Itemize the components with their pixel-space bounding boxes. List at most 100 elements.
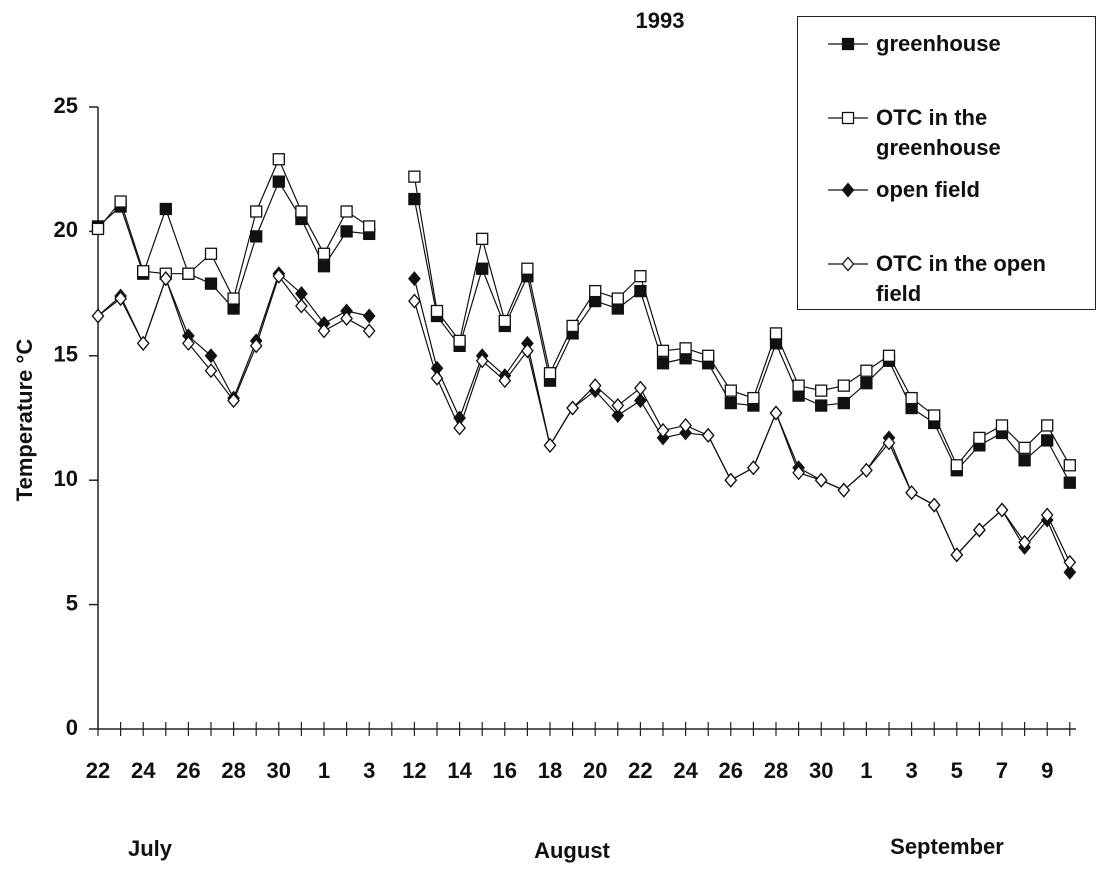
marker — [204, 363, 218, 379]
marker — [995, 502, 1009, 518]
marker — [114, 195, 127, 208]
x-tick-label: 28 — [221, 758, 245, 783]
marker — [1063, 554, 1077, 570]
marker — [295, 205, 308, 218]
marker — [882, 435, 896, 451]
marker — [521, 343, 534, 359]
marker — [91, 222, 105, 236]
marker — [656, 422, 670, 438]
y-tick-label: 15 — [54, 342, 78, 367]
x-tick-label: 5 — [951, 758, 963, 783]
marker — [476, 232, 489, 246]
x-tick-label: 16 — [493, 758, 517, 783]
marker — [317, 247, 331, 260]
legend-swatch — [828, 111, 868, 125]
x-tick-label: 24 — [673, 758, 698, 783]
marker — [521, 262, 534, 275]
marker — [769, 327, 783, 340]
legend-label: open field — [876, 177, 980, 202]
month-label: August — [534, 838, 610, 863]
marker — [249, 338, 263, 354]
marker — [860, 462, 873, 478]
marker — [250, 230, 263, 243]
legend-swatch — [828, 256, 868, 272]
marker — [841, 111, 855, 125]
marker — [679, 342, 692, 355]
legend-swatch — [828, 37, 868, 51]
marker — [363, 220, 376, 233]
legend-label: OTC in the open field — [876, 251, 1046, 306]
marker — [611, 408, 625, 424]
marker — [815, 384, 828, 397]
marker — [453, 420, 466, 436]
marker — [815, 399, 828, 412]
y-tick-label: 5 — [66, 590, 78, 615]
marker — [1041, 419, 1054, 432]
marker — [408, 271, 421, 287]
x-tick-label: 12 — [402, 758, 426, 783]
x-tick-label: 7 — [996, 758, 1008, 783]
marker — [1018, 454, 1031, 467]
marker — [543, 367, 557, 380]
marker — [679, 417, 692, 433]
y-tick-label: 25 — [54, 93, 78, 118]
marker — [295, 298, 308, 314]
marker — [634, 380, 647, 396]
x-tick-label: 26 — [719, 758, 743, 783]
marker — [362, 308, 376, 324]
marker — [1040, 507, 1054, 523]
marker — [841, 37, 855, 51]
x-tick-label: 22 — [86, 758, 110, 783]
legend-entry: open field — [826, 175, 1081, 205]
marker — [159, 202, 172, 216]
marker — [701, 427, 715, 443]
marker — [1018, 534, 1031, 550]
marker — [204, 247, 218, 260]
marker — [1063, 459, 1076, 472]
marker — [882, 349, 896, 362]
x-tick-label: 3 — [363, 758, 375, 783]
x-tick-label: 20 — [583, 758, 607, 783]
marker — [498, 373, 512, 389]
marker — [182, 335, 195, 351]
x-tick-label: 28 — [764, 758, 788, 783]
marker — [227, 292, 240, 305]
marker — [656, 344, 670, 357]
marker — [272, 153, 285, 166]
marker — [724, 384, 737, 397]
marker — [588, 378, 602, 394]
marker — [475, 353, 489, 369]
marker — [769, 405, 783, 421]
marker — [702, 349, 715, 362]
marker — [747, 391, 760, 405]
y-tick-label: 0 — [66, 715, 78, 740]
marker — [814, 472, 828, 488]
x-tick-label: 1 — [860, 758, 872, 783]
marker — [159, 271, 173, 287]
chart-title: 1993 — [636, 8, 685, 33]
marker — [1041, 434, 1054, 447]
x-tick-label: 14 — [447, 758, 472, 783]
marker — [498, 314, 511, 328]
y-axis-label: Temperature °C — [12, 339, 37, 502]
marker — [837, 482, 851, 498]
marker — [182, 267, 195, 280]
month-label: July — [128, 836, 173, 861]
marker — [204, 277, 218, 290]
legend-entry: OTC in the greenhouse — [826, 103, 1081, 163]
marker — [589, 284, 602, 298]
marker — [137, 265, 150, 278]
marker — [250, 205, 263, 218]
marker — [973, 431, 986, 445]
legend: greenhouse OTC in the greenhouse open fiel… — [797, 16, 1096, 310]
marker — [792, 379, 805, 392]
marker — [1063, 476, 1076, 489]
x-tick-label: 24 — [131, 758, 156, 783]
x-tick-label: 3 — [905, 758, 917, 783]
legend-label: greenhouse — [876, 31, 1001, 56]
marker — [905, 485, 918, 501]
x-tick-label: 9 — [1041, 758, 1053, 783]
marker — [227, 393, 240, 409]
